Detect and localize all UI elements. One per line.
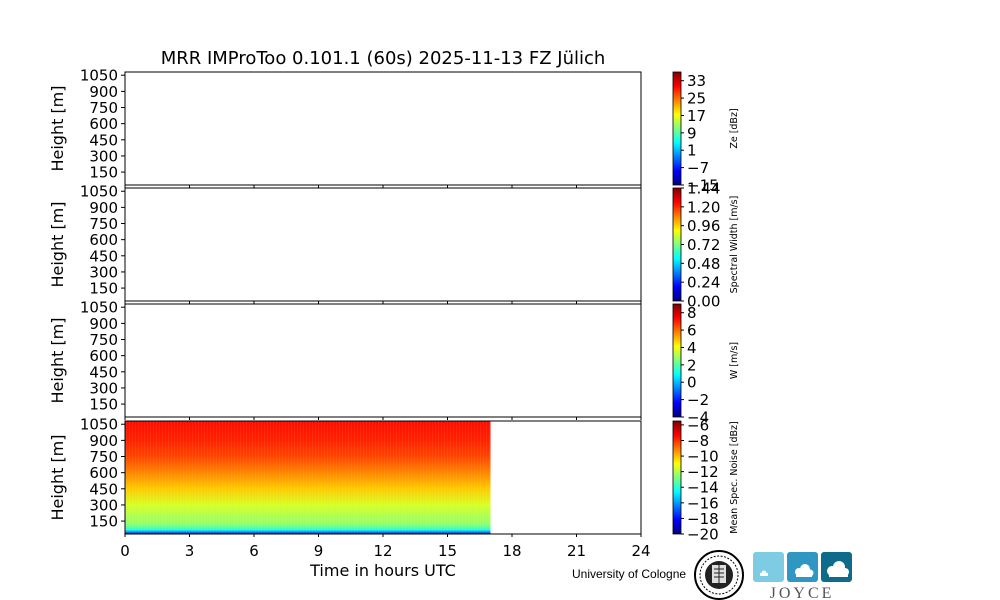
y-tick-label: 750 — [89, 99, 118, 117]
y-tick-label: 300 — [89, 263, 118, 281]
y-axis-label: Height [m] — [48, 317, 67, 403]
colorbar-tick-label: −18 — [687, 510, 719, 528]
y-tick-label: 600 — [89, 231, 118, 249]
colorbar-tick-label: −15 — [687, 177, 719, 195]
colorbar-tick-label: 0.24 — [687, 274, 720, 292]
colorbar-tick-label: −20 — [687, 526, 719, 544]
university-seal-logo — [694, 550, 744, 600]
x-tick-label: 18 — [502, 542, 521, 560]
y-tick-label: 900 — [89, 432, 118, 450]
y-tick-label: 450 — [89, 131, 118, 149]
colorbar-tick-label: −12 — [687, 463, 719, 481]
y-tick-label: 750 — [89, 215, 118, 233]
y-tick-label: 900 — [89, 199, 118, 217]
y-tick-label: 150 — [89, 396, 118, 414]
colorbar-tick-label: −14 — [687, 479, 719, 497]
y-tick-label: 1050 — [80, 299, 118, 317]
colorbar-tick-label: −7 — [687, 159, 709, 177]
heatmap-texture — [125, 421, 491, 534]
y-tick-label: 600 — [89, 115, 118, 133]
y-tick-label: 900 — [89, 315, 118, 333]
colorbar-tick-label: 0.00 — [687, 293, 720, 311]
colorbar-tick-label: 1 — [687, 142, 697, 160]
colorbar-label: W [m/s] — [729, 342, 740, 379]
joyce-logo-text: JOYCE — [770, 585, 835, 600]
colorbar-label: Ze [dBz] — [729, 108, 740, 148]
y-tick-label: 450 — [89, 363, 118, 381]
cloud-icon — [821, 552, 852, 582]
sun-cloud-icon — [753, 552, 784, 582]
colorbar-tick-label: 0 — [687, 374, 697, 392]
y-tick-label: 450 — [89, 247, 118, 265]
colorbar-tick-label: 0.96 — [687, 217, 720, 235]
colorbar-tick-label: −10 — [687, 448, 719, 466]
panel-frame — [124, 71, 642, 186]
y-tick-label: 750 — [89, 448, 118, 466]
colorbar-tick-label: 8 — [687, 304, 697, 322]
colorbar-tick-label: 4 — [687, 339, 697, 357]
colorbar-tick-label: 25 — [687, 90, 706, 108]
colorbar-label: Spectral Width [m/s] — [729, 196, 740, 294]
y-tick-label: 300 — [89, 496, 118, 514]
colorbar-tick-label: −8 — [687, 432, 709, 450]
y-tick-label: 450 — [89, 480, 118, 498]
x-tick-label: 3 — [185, 542, 195, 560]
colorbar-tick-label: −16 — [687, 494, 719, 512]
colorbar — [672, 71, 682, 186]
y-tick-label: 1050 — [80, 416, 118, 434]
colorbar-tick-label: −2 — [687, 391, 709, 409]
colorbar — [672, 420, 682, 535]
colorbar-tick-label: 2 — [687, 356, 697, 374]
colorbar-tick-label: −6 — [687, 416, 709, 434]
colorbar — [672, 303, 682, 418]
colorbar-tick-label: 0.48 — [687, 255, 720, 273]
colorbar-tick-label: 6 — [687, 322, 697, 340]
chart-title: MRR IMProToo 0.101.1 (60s) 2025-11-13 FZ… — [161, 48, 606, 69]
x-tick-label: 21 — [567, 542, 586, 560]
x-tick-label: 6 — [249, 542, 259, 560]
y-tick-label: 1050 — [80, 67, 118, 85]
y-tick-label: 150 — [89, 280, 118, 298]
colorbar-tick-label: 9 — [687, 124, 697, 142]
colorbar-label: Mean Spec. Noise [dBz] — [729, 421, 740, 533]
x-tick-label: 24 — [631, 542, 650, 560]
colorbar-tick-label: 1.20 — [687, 198, 720, 216]
x-tick-label: 9 — [314, 542, 324, 560]
panel-frame — [124, 187, 642, 302]
colorbar-tick-label: 1.44 — [687, 180, 720, 198]
colorbar — [672, 187, 682, 302]
colorbar-tick-label: −4 — [687, 409, 709, 427]
colorbar-tick-label: 17 — [687, 107, 706, 125]
y-tick-label: 1050 — [80, 183, 118, 201]
y-axis-label: Height [m] — [48, 434, 67, 520]
y-tick-label: 600 — [89, 347, 118, 365]
y-axis-label: Height [m] — [48, 85, 67, 171]
x-tick-label: 0 — [120, 542, 130, 560]
y-tick-label: 150 — [89, 513, 118, 531]
cloud-icon — [787, 552, 818, 582]
x-tick-label: 12 — [373, 542, 392, 560]
y-tick-label: 300 — [89, 379, 118, 397]
x-axis-label: Time in hours UTC — [309, 561, 456, 580]
y-tick-label: 900 — [89, 83, 118, 101]
y-tick-label: 600 — [89, 464, 118, 482]
panel-frame — [124, 303, 642, 418]
joyce-logo: JOYCE — [753, 552, 852, 600]
y-tick-label: 300 — [89, 147, 118, 165]
colorbar-tick-label: 0.72 — [687, 236, 720, 254]
y-tick-label: 750 — [89, 331, 118, 349]
colorbar-tick-label: 33 — [687, 72, 706, 90]
x-tick-label: 15 — [438, 542, 457, 560]
y-axis-label: Height [m] — [48, 201, 67, 287]
university-name: University of Cologne — [572, 567, 687, 581]
y-tick-label: 150 — [89, 164, 118, 182]
